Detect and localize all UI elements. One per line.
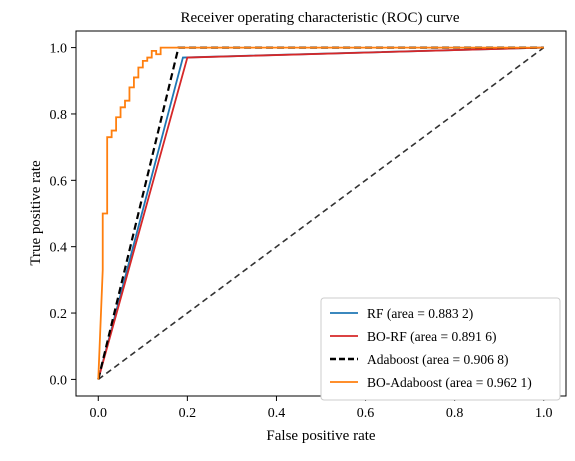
x-axis: 0.0 0.2 0.4 0.6 0.8 1.0 (90, 396, 553, 421)
y-tick-label: 0.4 (50, 241, 68, 256)
y-axis: 0.0 0.2 0.4 0.6 0.8 1.0 (50, 42, 76, 388)
legend: RF (area = 0.883 2) BO-RF (area = 0.891 6… (320, 297, 561, 401)
x-axis-label: False positive rate (266, 428, 375, 444)
legend-label: BO-Adaboost (area = 0.962 1) (367, 375, 532, 390)
y-tick-label: 0.2 (50, 307, 68, 322)
legend-box (320, 297, 561, 401)
series-line-bo-adaboost (97, 46, 544, 380)
chance-diagonal-line (97, 46, 545, 381)
y-tick-label: 0.6 (50, 174, 68, 189)
legend-label: BO-RF (area = 0.891 6) (367, 329, 496, 344)
y-tick-label: 0.8 (50, 108, 68, 123)
x-tick-label: 0.6 (357, 406, 375, 421)
series-line-bo-rf (97, 46, 544, 380)
y-tick-label: 1.0 (50, 42, 68, 57)
x-tick-label: 0.0 (90, 406, 108, 421)
chart-title: Receiver operating characteristic (ROC) … (180, 10, 459, 26)
legend-label: Adaboost (area = 0.906 8) (367, 352, 508, 367)
x-tick-label: 1.0 (535, 406, 553, 421)
x-tick-label: 0.4 (268, 406, 286, 421)
x-tick-label: 0.8 (446, 406, 464, 421)
plot-area (97, 46, 545, 381)
y-axis-label: True positive rate (28, 160, 44, 266)
y-tick-label: 0.0 (50, 373, 68, 388)
legend-label: RF (area = 0.883 2) (367, 306, 473, 321)
x-tick-label: 0.2 (179, 406, 197, 421)
